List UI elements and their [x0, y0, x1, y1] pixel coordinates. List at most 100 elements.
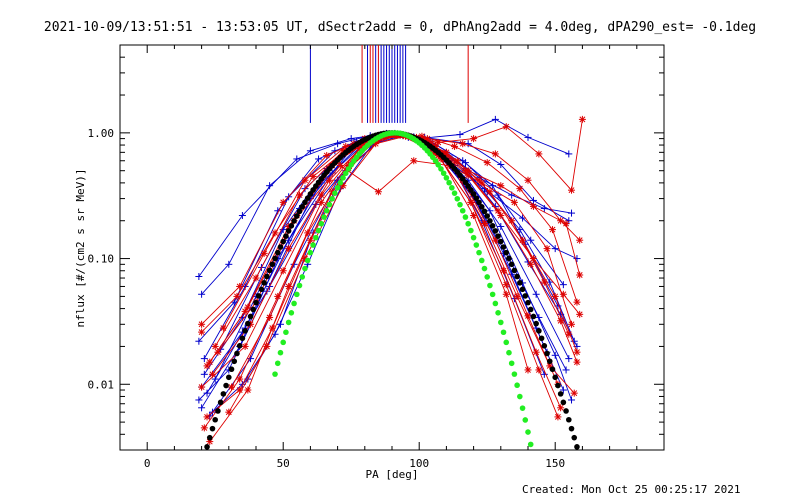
axes-layer: 0 50 100 150 0.01 0.10 1.00 [88, 44, 664, 470]
red-point [462, 167, 469, 174]
black-fit-dot [266, 267, 273, 274]
red-point [560, 291, 567, 298]
green-fit-dot [440, 170, 447, 177]
black-fit-dot [291, 218, 297, 224]
green-fit-dot [302, 265, 308, 272]
red-point [206, 359, 213, 366]
black-fit-dot [217, 399, 224, 406]
red-series [203, 133, 578, 421]
blue-series-line [209, 134, 548, 417]
green-fit-dot [313, 234, 319, 241]
black-fit-dot [468, 187, 474, 193]
green-fit-dot [506, 349, 512, 356]
green-fit-dot [517, 393, 523, 400]
green-fit-dot [484, 274, 491, 280]
green-fit-dot [473, 242, 480, 248]
green-fit-dot [315, 227, 322, 234]
black-fit-dot [525, 299, 531, 306]
red-point [307, 237, 314, 244]
black-fit-dot [473, 195, 480, 201]
red-point [272, 229, 278, 236]
red-point [508, 217, 515, 224]
red-point [375, 188, 382, 195]
red-point [503, 123, 510, 130]
x-tick-label: 100 [409, 457, 429, 470]
x-tick-label: 150 [545, 457, 565, 470]
green-fit-dot [487, 282, 493, 289]
black-fit-dot [280, 238, 287, 245]
red-point [576, 272, 583, 278]
green-fit-dot [294, 291, 300, 298]
green-fit-dot [438, 166, 444, 172]
green-fit-dot [304, 257, 311, 264]
green-fit-dot [495, 310, 501, 316]
green-fit-dot [481, 265, 488, 272]
red-point [563, 220, 570, 227]
red-point [557, 317, 564, 324]
red-point [554, 413, 561, 420]
black-fit-dot [571, 434, 578, 441]
red-point [318, 199, 325, 206]
black-fit-dot [476, 199, 482, 206]
green-fit-dot [492, 300, 499, 307]
black-fit-dot [264, 273, 270, 280]
red-point [204, 362, 210, 369]
red-point [541, 279, 548, 286]
green-fit-dot [307, 249, 314, 256]
x-axis-label: PA [deg] [366, 468, 419, 481]
black-fit-dot [481, 208, 488, 215]
black-fit-dot [555, 382, 561, 389]
black-fit-dot [478, 204, 485, 210]
black-fit-dot [522, 293, 529, 299]
green-fit-dot [443, 175, 450, 181]
blue-series-line [203, 136, 567, 371]
black-fit-dot [484, 213, 491, 219]
black-fit-dot [245, 320, 251, 327]
red-point [340, 147, 346, 154]
green-fit-dot [527, 441, 534, 448]
red-point [323, 152, 330, 159]
red-point [511, 199, 518, 206]
red-point [285, 245, 292, 252]
black-fit-dot [212, 416, 218, 423]
green-fit-dot [525, 429, 531, 435]
red-point [236, 376, 243, 383]
green-fit-dot [342, 170, 349, 177]
green-fit-dot [468, 227, 474, 234]
green-fit-dot [522, 417, 529, 423]
green-fit-dot [296, 282, 303, 289]
green-fit-dot [332, 190, 338, 196]
green-fit-dot [470, 234, 477, 241]
blue-series-line [198, 118, 569, 277]
red-point [484, 159, 491, 166]
red-point [326, 177, 333, 184]
black-fit-dot [544, 350, 550, 357]
black-fit-dot [277, 244, 284, 250]
plot-area: 0 50 100 150 0.01 0.10 1.00 [88, 44, 665, 470]
red-point [198, 384, 205, 391]
red-point [337, 162, 344, 169]
red-point [574, 349, 580, 356]
red-point [220, 325, 227, 332]
red-point [535, 366, 542, 373]
black-fit-dot [258, 286, 265, 293]
green-fit-dot [459, 207, 466, 214]
created-timestamp: Created: Mon Oct 25 00:25:17 2021 [522, 483, 741, 496]
green-fit-dot [272, 371, 278, 377]
black-fit-dot [549, 366, 556, 373]
blue-series [208, 133, 548, 416]
red-point [302, 177, 308, 184]
green-fit-dot [519, 405, 526, 411]
red-point [361, 140, 368, 147]
green-fit-dot [299, 274, 306, 280]
red-point [525, 366, 531, 373]
red-point [310, 173, 317, 180]
black-fit-dot [283, 233, 289, 239]
red-point [410, 157, 417, 164]
black-fit-dot [541, 343, 548, 349]
green-fit-dot [337, 179, 344, 186]
red-point [228, 384, 235, 391]
black-fit-dot [220, 391, 227, 397]
black-fit-dot [285, 228, 292, 234]
y-tick-label: 0.10 [88, 253, 115, 266]
